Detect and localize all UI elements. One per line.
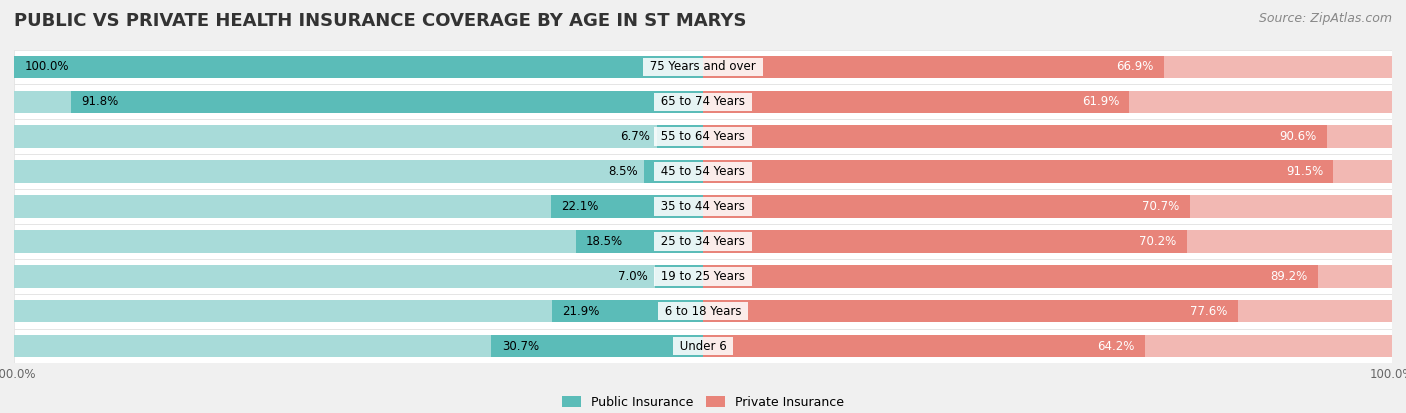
Text: 19 to 25 Years: 19 to 25 Years	[657, 270, 749, 283]
FancyBboxPatch shape	[703, 335, 1392, 357]
FancyBboxPatch shape	[14, 50, 1392, 84]
FancyBboxPatch shape	[703, 300, 1392, 323]
FancyBboxPatch shape	[70, 90, 703, 113]
FancyBboxPatch shape	[14, 259, 1392, 294]
Text: 7.0%: 7.0%	[619, 270, 648, 283]
FancyBboxPatch shape	[14, 300, 703, 323]
Text: 100.0%: 100.0%	[24, 60, 69, 74]
FancyBboxPatch shape	[14, 160, 703, 183]
FancyBboxPatch shape	[14, 56, 703, 78]
FancyBboxPatch shape	[492, 335, 703, 357]
FancyBboxPatch shape	[703, 126, 1392, 148]
Text: 91.8%: 91.8%	[82, 95, 118, 108]
FancyBboxPatch shape	[703, 126, 1327, 148]
Text: 89.2%: 89.2%	[1270, 270, 1308, 283]
FancyBboxPatch shape	[703, 195, 1392, 218]
FancyBboxPatch shape	[703, 195, 1189, 218]
FancyBboxPatch shape	[14, 154, 1392, 189]
FancyBboxPatch shape	[14, 119, 1392, 154]
FancyBboxPatch shape	[553, 300, 703, 323]
FancyBboxPatch shape	[14, 294, 1392, 329]
Legend: Public Insurance, Private Insurance: Public Insurance, Private Insurance	[557, 391, 849, 413]
Text: PUBLIC VS PRIVATE HEALTH INSURANCE COVERAGE BY AGE IN ST MARYS: PUBLIC VS PRIVATE HEALTH INSURANCE COVER…	[14, 12, 747, 31]
FancyBboxPatch shape	[14, 329, 1392, 363]
Text: 55 to 64 Years: 55 to 64 Years	[657, 130, 749, 143]
Text: 70.2%: 70.2%	[1139, 235, 1177, 248]
Text: 6 to 18 Years: 6 to 18 Years	[661, 305, 745, 318]
Text: 22.1%: 22.1%	[561, 200, 599, 213]
FancyBboxPatch shape	[703, 335, 1146, 357]
FancyBboxPatch shape	[14, 84, 1392, 119]
FancyBboxPatch shape	[703, 56, 1392, 78]
FancyBboxPatch shape	[14, 126, 703, 148]
FancyBboxPatch shape	[14, 189, 1392, 224]
FancyBboxPatch shape	[703, 300, 1237, 323]
Text: 8.5%: 8.5%	[607, 165, 637, 178]
FancyBboxPatch shape	[575, 230, 703, 253]
FancyBboxPatch shape	[703, 160, 1392, 183]
Text: 66.9%: 66.9%	[1116, 60, 1153, 74]
Text: 70.7%: 70.7%	[1143, 200, 1180, 213]
FancyBboxPatch shape	[703, 265, 1392, 287]
Text: 91.5%: 91.5%	[1286, 165, 1323, 178]
FancyBboxPatch shape	[14, 195, 703, 218]
FancyBboxPatch shape	[703, 265, 1317, 287]
FancyBboxPatch shape	[551, 195, 703, 218]
Text: 21.9%: 21.9%	[562, 305, 600, 318]
FancyBboxPatch shape	[14, 335, 703, 357]
FancyBboxPatch shape	[14, 230, 703, 253]
FancyBboxPatch shape	[703, 90, 1392, 113]
FancyBboxPatch shape	[644, 160, 703, 183]
FancyBboxPatch shape	[14, 90, 703, 113]
FancyBboxPatch shape	[14, 56, 703, 78]
Text: 18.5%: 18.5%	[586, 235, 623, 248]
Text: 30.7%: 30.7%	[502, 339, 538, 353]
Text: 65 to 74 Years: 65 to 74 Years	[657, 95, 749, 108]
FancyBboxPatch shape	[14, 224, 1392, 259]
Text: 61.9%: 61.9%	[1081, 95, 1119, 108]
FancyBboxPatch shape	[703, 230, 1392, 253]
FancyBboxPatch shape	[14, 265, 703, 287]
Text: 35 to 44 Years: 35 to 44 Years	[657, 200, 749, 213]
FancyBboxPatch shape	[703, 56, 1164, 78]
Text: 45 to 54 Years: 45 to 54 Years	[657, 165, 749, 178]
Text: Source: ZipAtlas.com: Source: ZipAtlas.com	[1258, 12, 1392, 25]
Text: 90.6%: 90.6%	[1279, 130, 1317, 143]
Text: Under 6: Under 6	[676, 339, 730, 353]
Text: 77.6%: 77.6%	[1189, 305, 1227, 318]
FancyBboxPatch shape	[703, 90, 1129, 113]
Text: 75 Years and over: 75 Years and over	[647, 60, 759, 74]
FancyBboxPatch shape	[703, 230, 1187, 253]
Text: 25 to 34 Years: 25 to 34 Years	[657, 235, 749, 248]
FancyBboxPatch shape	[655, 265, 703, 287]
Text: 64.2%: 64.2%	[1098, 339, 1135, 353]
FancyBboxPatch shape	[657, 126, 703, 148]
Text: 6.7%: 6.7%	[620, 130, 650, 143]
FancyBboxPatch shape	[703, 160, 1333, 183]
